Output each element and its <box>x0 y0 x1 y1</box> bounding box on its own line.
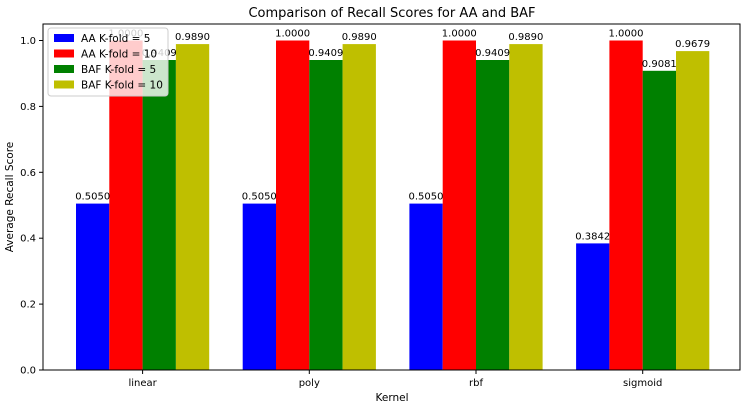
data-label-series-3-poly: 0.9409 <box>308 48 343 59</box>
bar-series-4-poly <box>342 44 376 370</box>
data-label-series-1-linear: 0.5050 <box>75 192 110 203</box>
bars-group <box>76 40 710 371</box>
bar-series-4-rbf <box>509 44 543 370</box>
y-tick-label: 1.0 <box>20 36 36 47</box>
data-label-series-1-rbf: 0.5050 <box>409 192 444 203</box>
y-tick-label: 0.2 <box>20 300 36 311</box>
bar-series-3-poly <box>309 60 343 370</box>
legend-swatch-series-3 <box>54 65 74 73</box>
chart-title: Comparison of Recall Scores for AA and B… <box>248 6 535 21</box>
y-tick-label: 0.6 <box>20 168 36 179</box>
bar-series-3-sigmoid <box>642 70 676 371</box>
bar-series-2-sigmoid <box>609 40 643 370</box>
legend-label-series-2: AA K-fold = 10 <box>81 49 157 61</box>
legend-box <box>47 27 169 97</box>
bar-series-3-rbf <box>476 60 510 370</box>
legend-swatch-series-1 <box>54 34 74 42</box>
legend: AA K-fold = 5 AA K-fold = 10 BAF K-fold = … <box>47 27 169 97</box>
data-label-series-4-linear: 0.9890 <box>175 32 210 43</box>
y-tick-label: 0.4 <box>20 234 36 245</box>
x-tick-label-linear: linear <box>128 378 157 389</box>
x-tick-label-sigmoid: sigmoid <box>623 378 662 389</box>
legend-label-series-1: AA K-fold = 5 <box>81 33 150 45</box>
data-label-series-2-sigmoid: 1.0000 <box>609 29 644 40</box>
y-axis: 0.0 0.2 0.4 0.6 0.8 1.0 <box>20 36 43 377</box>
data-label-series-3-rbf: 0.9409 <box>475 48 510 59</box>
data-label-series-1-poly: 0.5050 <box>242 192 277 203</box>
bar-series-3-linear <box>142 60 176 370</box>
data-label-series-3-sigmoid: 0.9081 <box>642 59 677 70</box>
bar-series-4-linear <box>175 44 210 370</box>
data-label-series-1-sigmoid: 0.3842 <box>575 231 610 242</box>
bar-series-1-sigmoid <box>576 243 610 370</box>
legend-swatch-series-4 <box>54 80 74 89</box>
bar-series-2-rbf <box>442 40 476 370</box>
data-label-series-2-rbf: 1.0000 <box>442 29 477 40</box>
y-axis-label: Average Recall Score <box>4 142 16 253</box>
data-label-series-4-sigmoid: 0.9679 <box>675 39 710 50</box>
legend-swatch-series-2 <box>54 49 74 58</box>
y-tick-label: 0.8 <box>20 102 36 113</box>
y-tick-label: 0.0 <box>20 366 36 377</box>
x-tick-label-poly: poly <box>299 378 320 389</box>
plot-frame <box>42 23 741 371</box>
bar-series-1-poly <box>242 203 276 370</box>
legend-label-series-4: BAF K-fold = 10 <box>81 80 163 92</box>
bar-series-1-rbf <box>409 203 443 370</box>
legend-label-series-3: BAF K-fold = 5 <box>81 64 156 76</box>
x-axis: linear poly rbf sigmoid <box>128 370 662 389</box>
data-label-series-4-rbf: 0.9890 <box>508 32 543 43</box>
data-label-series-4-poly: 0.9890 <box>342 32 377 43</box>
x-tick-label-rbf: rbf <box>469 378 483 389</box>
x-axis-label: Kernel <box>376 392 409 404</box>
bar-series-1-linear <box>76 203 110 370</box>
bar-series-4-sigmoid <box>676 51 710 370</box>
bar-series-2-poly <box>276 40 310 370</box>
data-label-series-2-poly: 1.0000 <box>275 29 310 40</box>
